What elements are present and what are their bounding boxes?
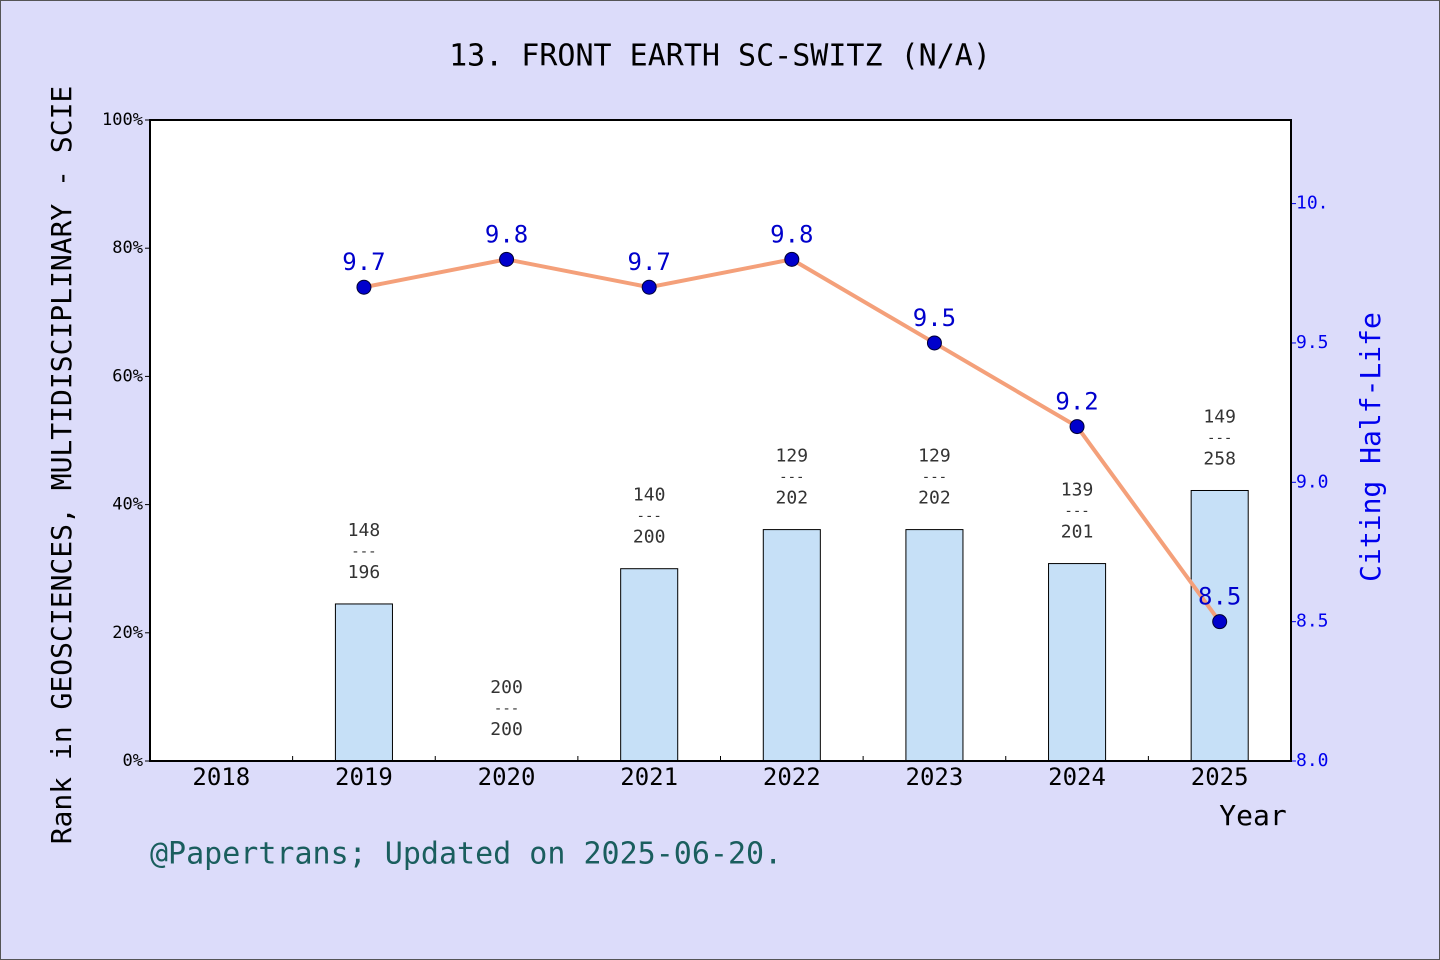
y2-tick-label: 10.	[1296, 193, 1329, 214]
y2-axis-label: Citing Half-Life	[1354, 312, 1387, 582]
point-label: 9.7	[628, 248, 671, 276]
bar	[1048, 563, 1107, 762]
plot-frame	[149, 119, 1292, 762]
total-label: 201	[1061, 522, 1094, 543]
total-label: 202	[918, 488, 951, 509]
bar	[620, 568, 679, 762]
x-axis-label: Year	[1219, 799, 1286, 832]
y-tick-label: 20%	[112, 623, 143, 643]
x-tick-label: 2018	[192, 763, 250, 791]
point-label: 9.5	[913, 304, 956, 332]
marker	[641, 279, 657, 295]
marker	[356, 279, 372, 295]
y2-tick-label: 8.5	[1296, 611, 1329, 632]
rank-label: 129	[918, 446, 951, 467]
point-label: 8.5	[1198, 583, 1241, 611]
rank-separator: ---	[922, 470, 947, 486]
bar	[762, 529, 821, 762]
point-label: 9.8	[485, 220, 528, 248]
rank-label: 140	[633, 485, 666, 506]
point-label: 9.2	[1055, 388, 1098, 416]
y-axis-label: Rank in GEOSCIENCES, MULTIDISCIPLINARY -…	[45, 86, 78, 845]
x-tick-label: 2023	[906, 763, 964, 791]
marker	[1212, 614, 1228, 630]
y-tick-label: 60%	[112, 366, 143, 386]
point-label: 9.8	[770, 220, 813, 248]
rank-label: 200	[490, 677, 523, 698]
x-tick-label: 2022	[763, 763, 821, 791]
y2-tick-label: 9.5	[1296, 332, 1329, 353]
rank-separator: ---	[1207, 430, 1232, 446]
rank-separator: ---	[779, 470, 804, 486]
total-label: 202	[776, 488, 809, 509]
marker	[1069, 419, 1085, 435]
rank-separator: ---	[351, 544, 376, 560]
marker	[499, 251, 515, 267]
rank-label: 139	[1061, 480, 1094, 501]
total-label: 196	[348, 562, 381, 583]
rank-label: 129	[776, 446, 809, 467]
chart-title: 13. FRONT EARTH SC-SWITZ (N/A)	[449, 39, 991, 74]
point-label: 9.7	[342, 248, 385, 276]
total-label: 200	[633, 527, 666, 548]
bar	[905, 529, 964, 762]
rank-separator: ---	[1064, 504, 1089, 520]
rank-separator: ---	[637, 509, 662, 525]
y-tick-label: 40%	[112, 495, 143, 515]
total-label: 258	[1203, 448, 1236, 469]
y-tick-label: 0%	[123, 751, 143, 771]
total-label: 200	[490, 719, 523, 740]
y2-tick-label: 8.0	[1296, 750, 1329, 771]
footer: @Papertrans; Updated on 2025-06-20.	[150, 837, 782, 872]
plot-area	[150, 120, 1291, 761]
x-tick-label: 2021	[620, 763, 678, 791]
rank-separator: ---	[494, 701, 519, 717]
bar	[334, 603, 393, 762]
x-tick-label: 2019	[335, 763, 393, 791]
x-tick-label: 2025	[1191, 763, 1249, 791]
marker	[926, 335, 942, 351]
x-tick-label: 2020	[478, 763, 536, 791]
y2-tick-label: 9.0	[1296, 471, 1329, 492]
marker	[784, 251, 800, 267]
y-tick-label: 100%	[102, 110, 143, 130]
rank-label: 148	[348, 520, 381, 541]
x-tick-label: 2024	[1048, 763, 1106, 791]
y-tick-label: 80%	[112, 238, 143, 258]
rank-label: 149	[1203, 406, 1236, 427]
